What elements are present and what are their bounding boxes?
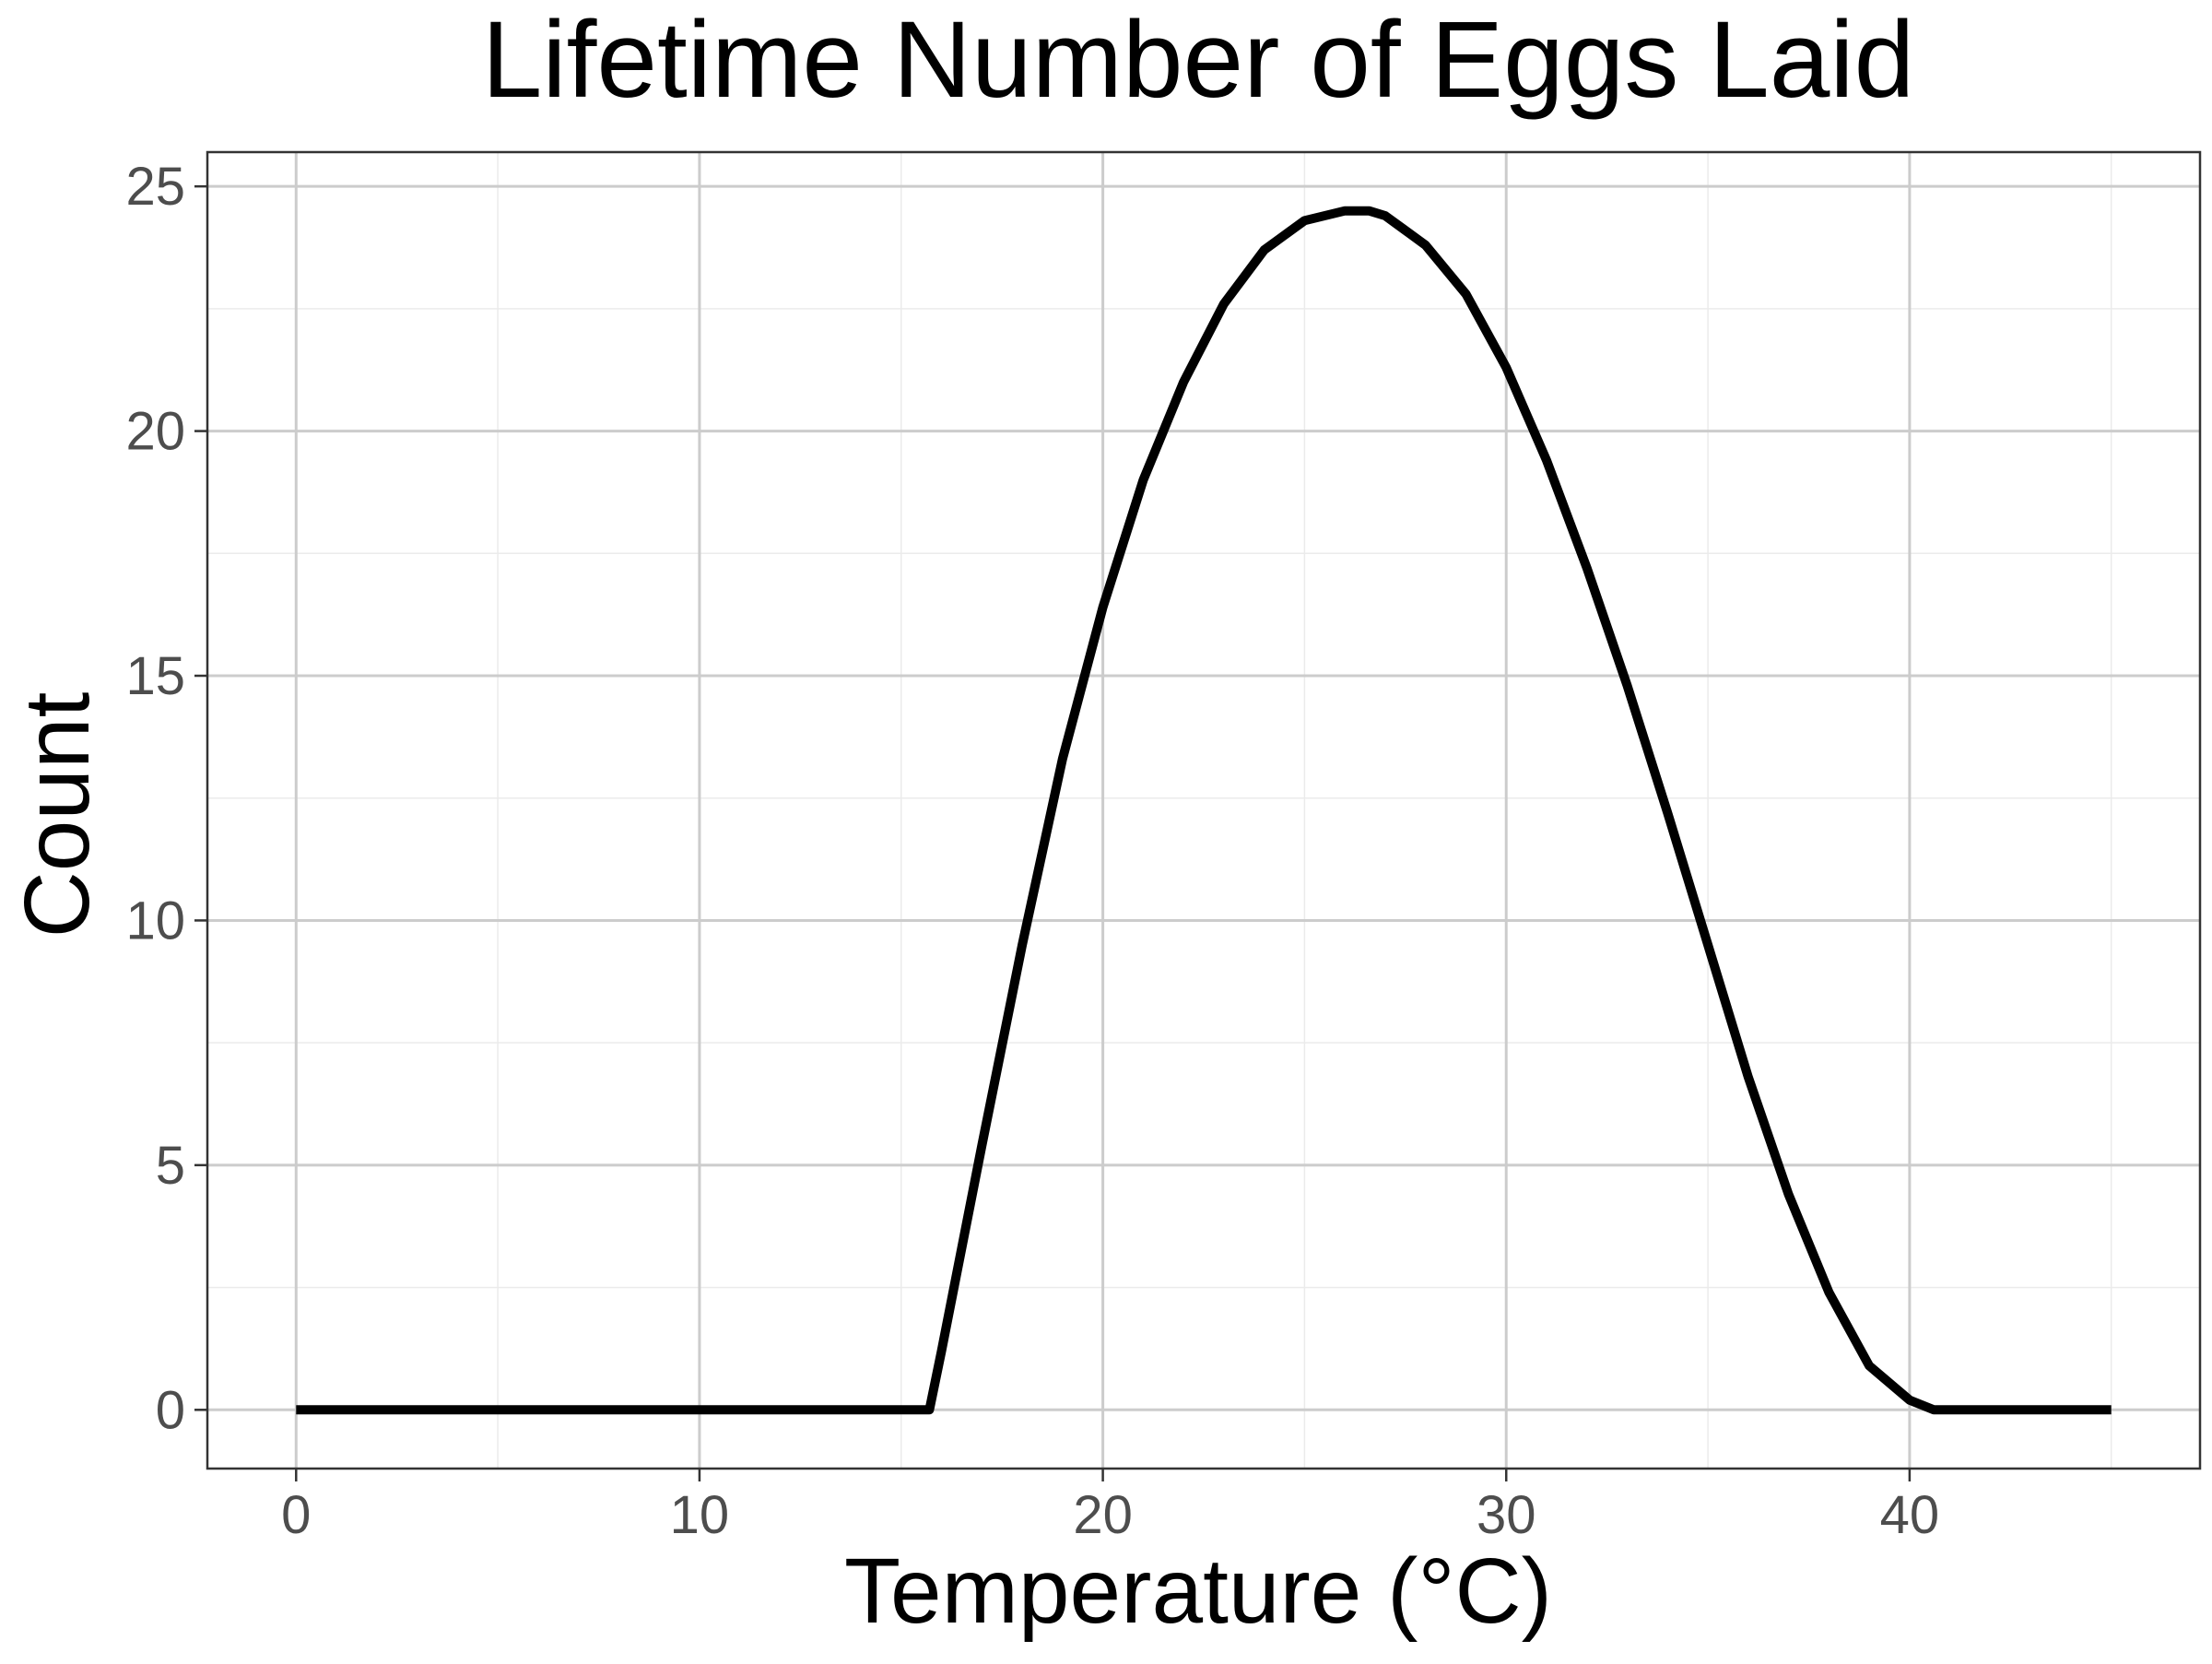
x-tick-label-3: 30 xyxy=(1477,1485,1536,1545)
panel-border xyxy=(206,150,2202,1470)
y-tick-label-0: 0 xyxy=(156,1380,185,1440)
x-tick-label-1: 10 xyxy=(670,1485,730,1545)
chart-title: Lifetime Number of Eggs Laid xyxy=(482,0,1914,121)
series-line-0 xyxy=(296,206,2112,1415)
minor-grid xyxy=(207,152,2200,1469)
x-tick-label-2: 20 xyxy=(1073,1485,1133,1545)
x-axis-label: Temperature (°C) xyxy=(844,1540,1552,1643)
axis-ticks: 0 10 20 30 40 0 5 10 15 20 25 xyxy=(125,157,1939,1545)
y-axis-label: Count xyxy=(6,691,109,938)
x-tick-label-0: 0 xyxy=(281,1485,311,1545)
x-tick-label-4: 40 xyxy=(1880,1485,1940,1545)
y-tick-label-1: 5 xyxy=(156,1136,185,1196)
y-tick-label-4: 20 xyxy=(125,402,185,462)
y-tick-label-3: 15 xyxy=(125,646,185,706)
data-layer xyxy=(296,206,2112,1415)
y-tick-label-2: 10 xyxy=(125,891,185,950)
y-tick-label-5: 25 xyxy=(125,157,185,217)
